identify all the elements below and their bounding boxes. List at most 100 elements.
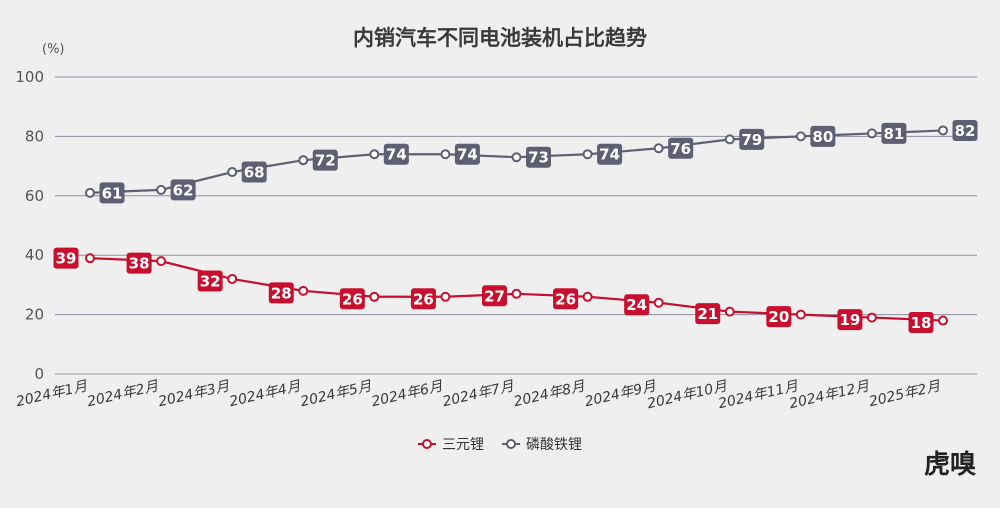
data-label: 32	[200, 272, 221, 290]
data-label: 62	[173, 181, 194, 199]
data-label: 74	[457, 146, 478, 164]
series-lfp: 61 62 68 72 74 74 73 74 76 79 80 81 82	[85, 119, 978, 204]
data-label: 18	[911, 314, 932, 332]
data-label: 74	[386, 146, 407, 164]
data-label-box	[881, 122, 907, 144]
data-label-box	[739, 128, 765, 150]
x-tick-label: 2024年12月	[788, 378, 872, 412]
x-tick-label: 2024年11月	[717, 378, 801, 412]
y-tick-label: 20	[25, 306, 44, 324]
data-label-box	[695, 303, 721, 325]
data-label-box	[908, 312, 934, 334]
data-label-box	[454, 143, 480, 165]
x-tick-label: 2024年6月	[370, 378, 445, 410]
y-axis-unit: (%)	[42, 42, 65, 57]
data-label-box	[339, 288, 365, 310]
data-point	[582, 291, 593, 302]
data-point	[653, 297, 664, 308]
data-label-box	[268, 282, 294, 304]
data-label-box	[526, 146, 551, 168]
data-label: 68	[244, 164, 265, 182]
legend-label: 磷酸铁锂	[526, 437, 582, 453]
data-label: 20	[768, 308, 789, 326]
data-point	[440, 149, 451, 160]
data-label-box	[952, 119, 978, 141]
data-label-box	[597, 143, 623, 165]
data-label: 79	[741, 131, 762, 149]
data-point	[156, 184, 167, 195]
y-tick-label: 100	[15, 68, 44, 86]
data-label-box	[810, 125, 836, 147]
data-point	[298, 155, 309, 166]
x-tick-label: 2025年2月	[868, 378, 943, 410]
data-label: 38	[129, 255, 150, 273]
data-point	[298, 285, 309, 296]
data-label: 72	[315, 152, 336, 170]
data-label: 19	[839, 311, 860, 329]
data-label-box	[837, 309, 863, 331]
data-point	[511, 288, 522, 299]
data-label: 61	[102, 184, 123, 202]
chart-title: 内销汽车不同电池装机占比趋势	[353, 26, 647, 50]
x-tick-label: 2024年5月	[299, 378, 374, 410]
data-label: 74	[599, 146, 620, 164]
data-point	[369, 149, 380, 160]
data-point	[156, 256, 167, 267]
data-label: 27	[484, 287, 505, 305]
data-point	[440, 291, 451, 302]
data-label-box	[624, 294, 650, 316]
x-tick-label: 2024年1月	[15, 378, 90, 410]
data-label: 26	[342, 290, 363, 308]
data-label-box	[53, 247, 79, 269]
data-point	[227, 273, 238, 284]
data-label: 39	[56, 250, 77, 268]
x-tick-label: 2024年3月	[157, 378, 232, 410]
data-label: 80	[812, 128, 833, 146]
data-label-box	[482, 285, 507, 307]
data-point	[227, 167, 238, 178]
data-point	[866, 312, 877, 323]
data-label-box	[241, 161, 267, 183]
data-label: 24	[626, 296, 647, 314]
data-point	[653, 143, 664, 154]
data-label-box	[668, 137, 694, 159]
data-label: 28	[271, 284, 292, 302]
legend-swatch-marker	[506, 439, 516, 449]
data-point	[724, 134, 735, 145]
data-label: 73	[528, 149, 549, 167]
legend-item: 磷酸铁锂	[502, 437, 582, 453]
data-label: 82	[955, 122, 976, 140]
data-point	[511, 152, 522, 163]
data-label-box	[383, 143, 409, 165]
x-tick-label: 2024年8月	[512, 378, 587, 410]
legend-label: 三元锂	[442, 437, 484, 453]
x-tick-label: 2024年2月	[86, 378, 161, 410]
x-tick-label: 2024年7月	[441, 378, 516, 410]
y-tick-label: 0	[34, 365, 44, 383]
data-point	[582, 149, 593, 160]
data-label: 21	[697, 305, 718, 323]
legend-swatch-marker	[422, 439, 432, 449]
data-point	[866, 128, 877, 139]
data-point	[85, 187, 95, 198]
data-label: 81	[883, 125, 904, 143]
legend-item: 三元锂	[418, 437, 484, 453]
data-label: 26	[413, 290, 434, 308]
data-point	[795, 131, 806, 142]
y-tick-label: 80	[25, 127, 44, 145]
data-label: 26	[555, 290, 576, 308]
data-point	[724, 306, 735, 317]
data-label-box	[126, 252, 152, 274]
data-point	[85, 253, 95, 264]
data-label-box	[197, 270, 223, 292]
data-point	[369, 291, 380, 302]
data-point	[795, 309, 806, 320]
data-label: 76	[670, 140, 691, 158]
huxiu-logo: 虎嗅	[924, 450, 976, 480]
x-tick-label: 2024年4月	[228, 378, 303, 410]
data-label-box	[553, 288, 579, 310]
data-label-box	[170, 179, 196, 201]
data-label-box	[410, 288, 436, 310]
data-point	[938, 315, 948, 326]
